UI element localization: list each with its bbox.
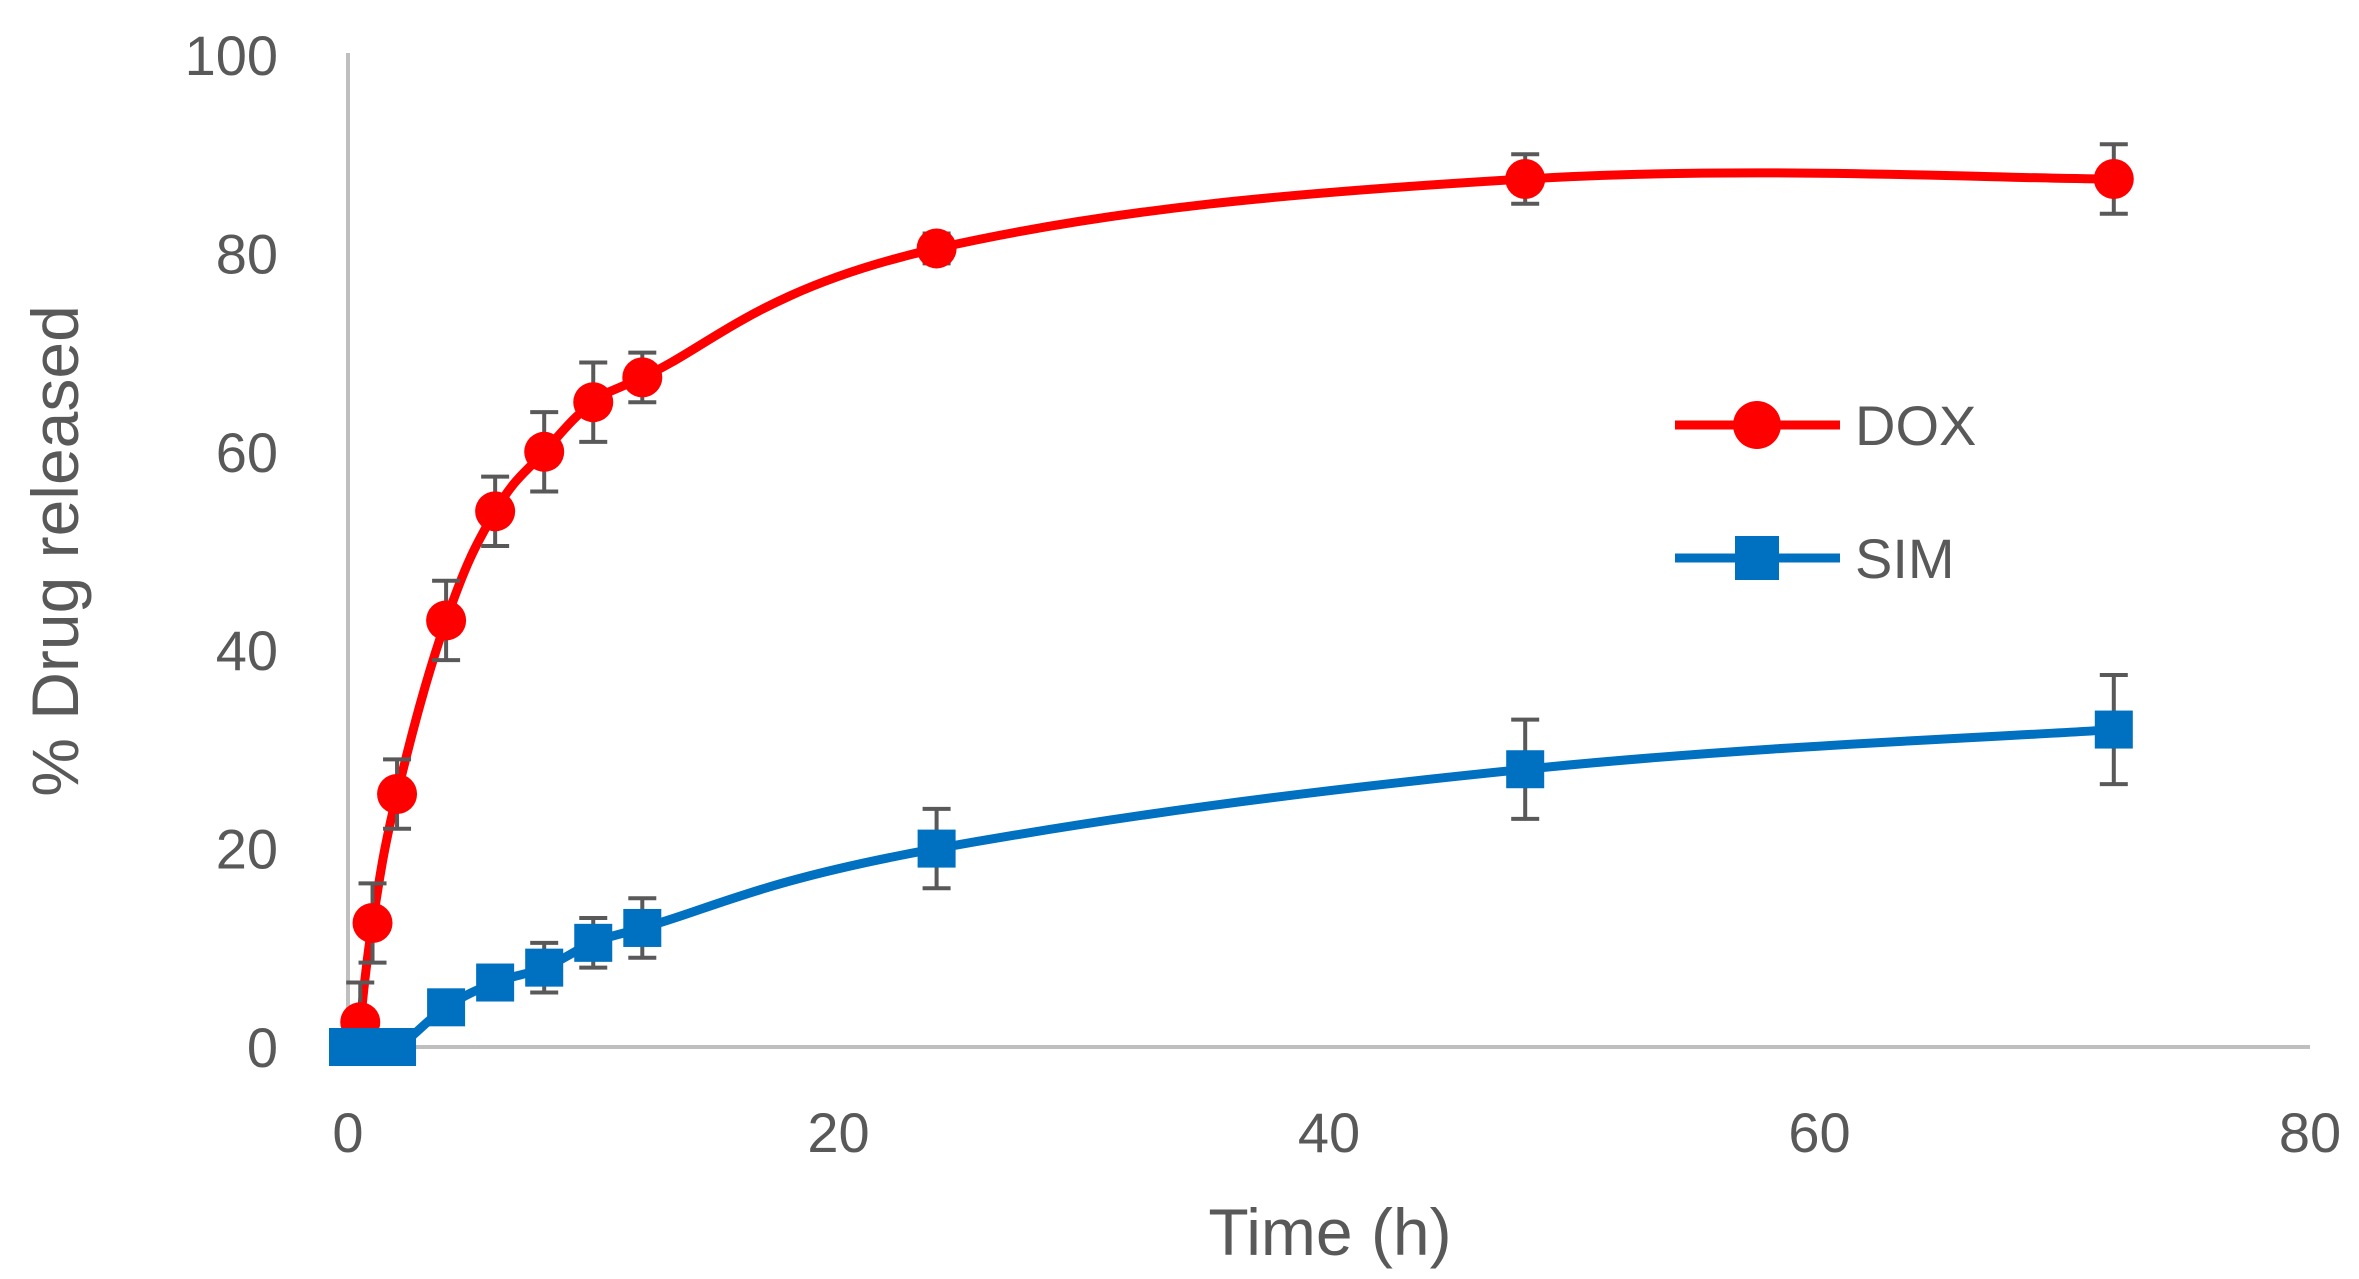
- data-point-dox: [916, 228, 957, 269]
- legend-marker-sim: [1735, 536, 1779, 580]
- legend-item-sim: SIM: [1675, 527, 1955, 590]
- x-tick-label: 40: [1298, 1101, 1360, 1164]
- x-axis-title: Time (h): [1208, 1195, 1451, 1269]
- data-point-sim: [476, 963, 515, 1002]
- legend-item-dox: DOX: [1675, 394, 1976, 457]
- data-point-dox: [573, 382, 614, 423]
- data-point-sim: [1506, 750, 1545, 789]
- data-point-dox: [377, 774, 418, 815]
- series-layer: [329, 142, 2134, 1066]
- x-tick-label: 80: [2279, 1101, 2341, 1164]
- data-point-dox: [622, 357, 663, 398]
- data-point-dox: [475, 491, 516, 532]
- data-point-dox: [1505, 159, 1546, 199]
- data-point-sim: [2094, 710, 2133, 749]
- series-line-dox: [355, 168, 2119, 1027]
- x-tick-labels: 0 20 40 60 80: [332, 1101, 2341, 1164]
- data-point-sim: [623, 908, 662, 947]
- legend-label-dox: DOX: [1855, 394, 1976, 457]
- series-line-sim: [343, 725, 2119, 1055]
- series-dox: [340, 142, 2134, 1064]
- data-point-sim: [574, 923, 613, 962]
- data-point-sim: [917, 829, 956, 868]
- data-point-dox: [2093, 159, 2134, 199]
- y-tick-label: 100: [185, 24, 278, 87]
- data-point-sim: [525, 948, 564, 987]
- data-point-dox: [426, 600, 467, 641]
- data-point-sim: [427, 988, 466, 1027]
- legend-marker-dox: [1733, 401, 1781, 449]
- y-tick-label: 20: [216, 818, 278, 881]
- data-point-dox: [524, 431, 565, 472]
- y-tick-labels: 0 20 40 60 80 100: [185, 24, 278, 1079]
- legend: DOX SIM: [1675, 394, 1976, 590]
- data-point-sim: [378, 1028, 417, 1066]
- data-point-dox: [352, 903, 393, 943]
- x-tick-label: 0: [332, 1101, 363, 1164]
- y-tick-label: 40: [216, 619, 278, 682]
- y-tick-label: 0: [247, 1016, 278, 1079]
- x-tick-label: 60: [1788, 1101, 1850, 1164]
- x-tick-label: 20: [807, 1101, 869, 1164]
- series-sim: [329, 673, 2133, 1066]
- y-tick-label: 80: [216, 222, 278, 285]
- axes: [346, 53, 2310, 1049]
- y-tick-label: 60: [216, 421, 278, 484]
- y-axis-title: % Drug released: [18, 305, 92, 797]
- legend-label-sim: SIM: [1855, 527, 1955, 590]
